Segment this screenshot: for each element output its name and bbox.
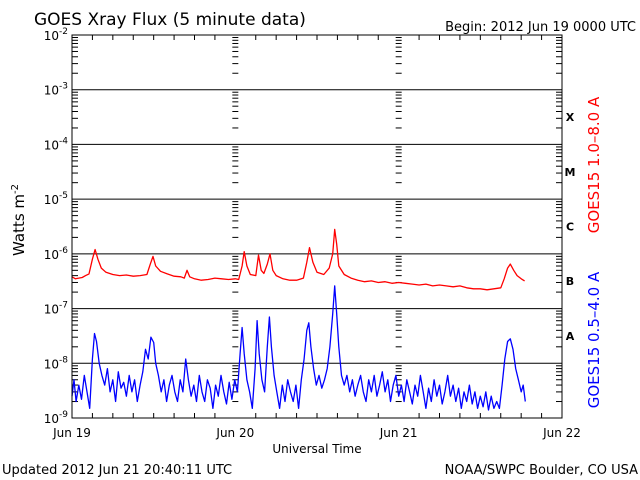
y-tick-exponent: -9 [59, 410, 68, 420]
flare-class-label: M [565, 166, 576, 179]
y-tick-base: 10 [44, 412, 59, 426]
x-tick-labels: Jun 19 Jun 20 Jun 21 Jun 22 [52, 426, 581, 440]
y-tick-base: 10 [44, 248, 59, 262]
series-long-channel-line [71, 228, 525, 291]
x-tick-label: Jun 22 [542, 426, 581, 440]
y-tick-label: 10-9 [44, 410, 69, 426]
chart-title: GOES Xray Flux (5 minute data) [34, 10, 306, 30]
y-axis-label: Watts m-2 [10, 184, 28, 256]
y-tick-label: 10-3 [44, 82, 68, 98]
x-tick-label: Jun 19 [52, 426, 91, 440]
y-tick-label: 10-5 [44, 191, 68, 207]
y-tick-base: 10 [44, 357, 59, 371]
y-tick-label: 10-7 [44, 301, 68, 317]
x-axis-label: Universal Time [272, 442, 361, 456]
y-tick-base: 10 [44, 84, 59, 98]
y-tick-exponent: -6 [59, 246, 68, 256]
y-tick-exponent: -4 [59, 136, 68, 146]
flare-class-label: C [566, 221, 574, 234]
axis-ticks [72, 35, 562, 418]
flare-class-label: B [566, 275, 574, 288]
grid-lines [72, 34, 562, 419]
series-lines [71, 228, 526, 411]
y-tick-base: 10 [44, 29, 59, 43]
flare-class-label: X [566, 111, 575, 124]
y-axis-label-exponent: -2 [10, 184, 21, 194]
y-tick-label: 10-2 [44, 27, 68, 43]
y-tick-base: 10 [44, 303, 59, 317]
flare-class-labels: A B C M X [565, 111, 576, 343]
x-tick-label: Jun 20 [215, 426, 254, 440]
legend-short-channel: GOES15 0.5–4.0 A [585, 271, 603, 408]
y-tick-label: 10-8 [44, 355, 69, 371]
series-short-channel-line [71, 285, 526, 411]
legend-long-channel: GOES15 1.0–8.0 A [585, 96, 603, 233]
y-tick-label: 10-4 [44, 136, 69, 152]
y-tick-exponent: -7 [59, 301, 68, 311]
y-tick-base: 10 [44, 138, 59, 152]
credit-text: NOAA/SWPC Boulder, CO USA [445, 463, 638, 478]
y-tick-exponent: -8 [59, 355, 68, 365]
y-tick-base: 10 [44, 193, 59, 207]
x-tick-label: Jun 21 [379, 426, 418, 440]
flare-class-label: A [566, 330, 575, 343]
plot-frame [71, 34, 563, 419]
begin-date: Begin: 2012 Jun 19 0000 UTC [445, 20, 636, 35]
updated-timestamp: Updated 2012 Jun 21 20:40:11 UTC [2, 463, 232, 478]
y-tick-exponent: -5 [59, 191, 68, 201]
y-tick-exponent: -2 [59, 27, 68, 37]
y-tick-label: 10-6 [44, 246, 69, 262]
y-tick-exponent: -3 [59, 82, 68, 92]
y-tick-labels: 10-910-810-710-610-510-410-310-2 [44, 27, 69, 426]
y-axis-label-text: Watts m [10, 194, 28, 256]
